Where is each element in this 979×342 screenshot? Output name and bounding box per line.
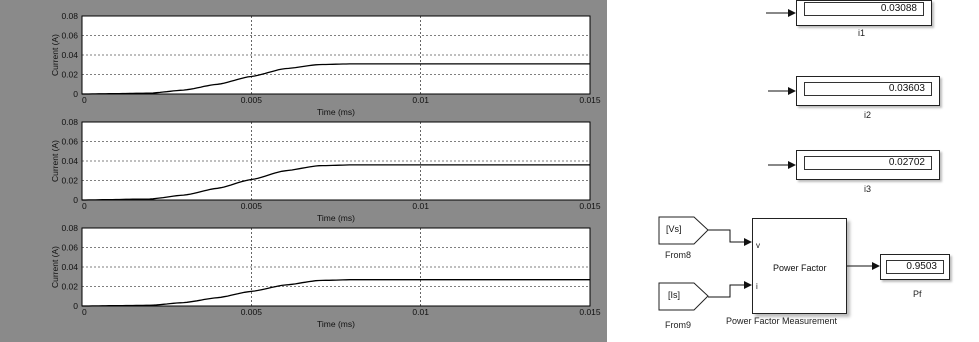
port-i-label: i bbox=[756, 282, 758, 291]
y-tick-label: 0.04 bbox=[61, 50, 78, 60]
y-tick-label: 0 bbox=[73, 195, 78, 205]
display-value-i3: 0.02702 bbox=[804, 156, 932, 170]
display-caption-i2: i2 bbox=[864, 110, 872, 120]
scope-window: 0 0.02 0.04 0.06 0.08 0 0.005 0.01 0.015 Time (ms… bbox=[0, 0, 607, 342]
x-tick-label: 0.01 bbox=[412, 95, 429, 105]
y-tick-label: 0.08 bbox=[61, 11, 78, 21]
x-axis-label: Time (ms) bbox=[317, 107, 355, 117]
y-tick-label: 0.02 bbox=[61, 176, 78, 186]
y-tick-label: 0.02 bbox=[61, 282, 78, 292]
power-factor-title: Power Factor bbox=[773, 263, 827, 273]
y-axis-label: Current (A) bbox=[50, 140, 60, 182]
power-factor-caption: Power Factor Measurement bbox=[726, 316, 838, 326]
scope-plot-2: 0 0.02 0.04 0.06 0.08 0 0.005 0.01 0.015 Time (ms… bbox=[50, 117, 601, 223]
display-value-pf: 0.9503 bbox=[886, 260, 944, 274]
power-factor-block[interactable]: v i Power Factor bbox=[752, 218, 847, 314]
y-axis-label: Current (A) bbox=[50, 246, 60, 288]
y-tick-label: 0.08 bbox=[61, 223, 78, 233]
x-tick-label: 0 bbox=[82, 307, 87, 317]
x-tick-label: 0.015 bbox=[579, 307, 601, 317]
x-tick-label: 0 bbox=[82, 201, 87, 211]
display-block-pf[interactable]: 0.9503 bbox=[880, 254, 950, 280]
x-tick-label: 0.005 bbox=[241, 201, 263, 211]
y-tick-label: 0.08 bbox=[61, 117, 78, 127]
current-trace bbox=[82, 164, 590, 201]
y-tick-label: 0 bbox=[73, 89, 78, 99]
from9-caption: From9 bbox=[665, 320, 692, 330]
y-tick-label: 0 bbox=[73, 301, 78, 311]
display-block-i1[interactable]: 0.03088 bbox=[796, 0, 932, 26]
from8-tag: [Vs] bbox=[666, 224, 682, 234]
x-tick-label: 0.01 bbox=[412, 201, 429, 211]
x-tick-label: 0.005 bbox=[241, 307, 263, 317]
from9-block[interactable] bbox=[658, 282, 710, 312]
display-block-i3[interactable]: 0.02702 bbox=[796, 150, 940, 180]
current-trace bbox=[82, 279, 590, 307]
scope-plots: 0 0.02 0.04 0.06 0.08 0 0.005 0.01 0.015 Time (ms… bbox=[50, 11, 601, 329]
y-tick-label: 0.04 bbox=[61, 262, 78, 272]
x-axis-label: Time (ms) bbox=[317, 319, 355, 329]
current-trace bbox=[82, 63, 590, 95]
display-caption-i1: i1 bbox=[858, 28, 866, 38]
y-tick-label: 0.06 bbox=[61, 31, 78, 41]
from8-block[interactable] bbox=[658, 216, 710, 246]
y-tick-label: 0.06 bbox=[61, 243, 78, 253]
display-block-i2[interactable]: 0.03603 bbox=[796, 76, 940, 106]
from8-caption: From8 bbox=[665, 250, 692, 260]
signal-line-is bbox=[708, 281, 752, 298]
y-tick-label: 0.06 bbox=[61, 137, 78, 147]
scope-plot-1: 0 0.02 0.04 0.06 0.08 0 0.005 0.01 0.015 Time (ms… bbox=[50, 11, 601, 117]
y-tick-label: 0.04 bbox=[61, 156, 78, 166]
scope-plot-3: 0 0.02 0.04 0.06 0.08 0 0.005 0.01 0.015 Time (ms… bbox=[50, 223, 601, 329]
x-tick-label: 0.015 bbox=[579, 201, 601, 211]
y-tick-label: 0.02 bbox=[61, 70, 78, 80]
port-v-label: v bbox=[756, 241, 760, 250]
x-axis-label: Time (ms) bbox=[317, 213, 355, 223]
y-axis-label: Current (A) bbox=[50, 34, 60, 76]
x-tick-label: 0.005 bbox=[241, 95, 263, 105]
display-value-i1: 0.03088 bbox=[804, 2, 924, 16]
display-caption-i3: i3 bbox=[864, 184, 872, 194]
display-value-i2: 0.03603 bbox=[804, 82, 932, 96]
x-tick-label: 0 bbox=[82, 95, 87, 105]
signal-line-vs bbox=[708, 229, 752, 246]
display-caption-pf: Pf bbox=[913, 289, 922, 299]
from9-tag: [Is] bbox=[668, 290, 681, 300]
x-tick-label: 0.01 bbox=[412, 307, 429, 317]
x-tick-label: 0.015 bbox=[579, 95, 601, 105]
